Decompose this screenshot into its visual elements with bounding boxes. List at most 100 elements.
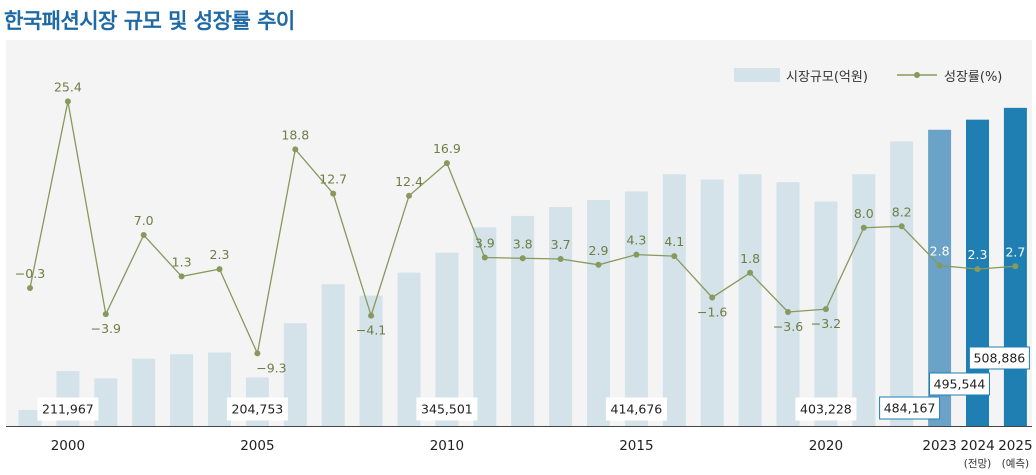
market-size-bar (18, 410, 42, 426)
growth-rate-label: 16.9 (433, 141, 461, 156)
market-size-bar (700, 179, 724, 426)
market-size-bar (359, 295, 383, 426)
market-size-bar (132, 358, 156, 426)
market-size-bar (94, 378, 118, 426)
legend-line-label: 성장률(%) (944, 69, 1003, 85)
bar-value-label-box (929, 372, 990, 396)
chart-title: 한국패션시장 규모 및 성장률 추이 (4, 9, 295, 33)
x-tick-sublabel: (전망) (964, 458, 992, 470)
growth-rate-point (254, 350, 261, 357)
growth-rate-label: 8.2 (892, 204, 912, 219)
growth-rate-point (633, 251, 640, 258)
growth-rate-label: −1.6 (697, 304, 727, 319)
growth-rate-label: 3.9 (475, 236, 495, 251)
growth-rate-label: −3.6 (773, 319, 803, 334)
growth-rate-label: 25.4 (54, 79, 82, 94)
legend-bar-label: 시장규모(억원) (786, 69, 868, 85)
growth-rate-label: 2.7 (1005, 244, 1025, 259)
bar-value-label-box (968, 346, 1030, 370)
growth-rate-point (27, 285, 33, 292)
bar-value-label: 484,167 (884, 401, 936, 416)
growth-rate-point (178, 273, 185, 280)
growth-rate-label: 18.8 (281, 127, 309, 142)
market-size-bar (283, 323, 307, 426)
growth-rate-point (898, 223, 905, 230)
x-tick-label: 2023 (922, 438, 956, 454)
growth-rate-point (64, 98, 71, 105)
bar-value-label-box (879, 396, 941, 420)
growth-rate-point (671, 253, 678, 260)
growth-rate-label: 1.3 (172, 254, 192, 269)
market-size-bar (587, 199, 610, 426)
growth-rate-point (974, 266, 981, 273)
growth-rate-point (936, 262, 943, 269)
x-tick-label: 2000 (51, 438, 85, 454)
growth-rate-point (368, 312, 375, 319)
growth-rate-label: 2.8 (930, 244, 950, 259)
market-size-bar (397, 272, 421, 426)
growth-rate-point (822, 306, 829, 313)
bar-value-label: 204,753 (232, 402, 284, 417)
growth-rate-label: 3.8 (513, 236, 533, 251)
market-size-bar (738, 174, 762, 426)
growth-rate-point (860, 224, 867, 231)
growth-rate-label: −3.9 (91, 321, 121, 336)
legend-bar-swatch (734, 68, 780, 82)
growth-rate-point (443, 160, 450, 167)
growth-rate-point (481, 254, 488, 261)
growth-rate-label: −4.1 (356, 323, 386, 338)
bar-value-label-box (605, 397, 667, 421)
growth-rate-label: −3.2 (811, 316, 841, 331)
growth-rate-label: 4.1 (664, 234, 684, 249)
market-size-bar (776, 182, 800, 426)
growth-rate-point (216, 266, 223, 273)
market-size-bar (890, 141, 914, 426)
growth-rate-label: 8.0 (854, 206, 874, 221)
bar-value-label-box (416, 397, 478, 421)
growth-rate-point (785, 309, 791, 315)
growth-rate-point (557, 255, 564, 262)
growth-rate-point (519, 255, 526, 262)
market-size-bar (473, 227, 497, 426)
market-size-bar (321, 284, 345, 426)
market-size-bar (170, 354, 194, 426)
bar-value-label-box (795, 397, 857, 421)
growth-rate-label: 1.8 (740, 251, 760, 266)
growth-rate-label: 3.7 (551, 237, 571, 252)
growth-rate-point (747, 269, 754, 276)
growth-rate-point (330, 190, 337, 197)
growth-rate-label: 2.3 (968, 247, 988, 262)
growth-rate-point (595, 261, 602, 268)
growth-rate-point (406, 192, 412, 199)
x-tick-label: 2010 (430, 438, 464, 454)
market-size-bar (511, 215, 535, 426)
market-size-bar (928, 129, 952, 426)
growth-rate-point (709, 294, 716, 301)
growth-rate-label: −0.3 (15, 266, 45, 281)
growth-rate-label: 2.9 (589, 243, 609, 258)
growth-rate-label: 4.3 (626, 233, 646, 248)
market-size-bar (624, 191, 648, 426)
bar-value-label: 211,967 (42, 402, 94, 417)
x-tick-label: 2015 (619, 438, 653, 454)
legend-market-size: 시장규모(억원) (734, 66, 868, 85)
market-size-bar (814, 201, 838, 426)
x-tick-label: 2024 (960, 438, 994, 454)
growth-rate-label: 7.0 (134, 213, 154, 228)
x-tick-label: 2020 (809, 438, 843, 454)
bar-value-label: 403,228 (800, 402, 852, 417)
growth-rate-point (292, 146, 299, 153)
growth-rate-label: 12.7 (319, 172, 347, 187)
growth-rate-label: −9.3 (256, 360, 286, 375)
growth-rate-label: 12.4 (395, 174, 423, 189)
growth-rate-label: 2.3 (210, 247, 230, 262)
legend-growth-rate: 성장률(%) (896, 66, 1003, 85)
bar-value-label-box (226, 397, 288, 421)
market-size-bar (208, 352, 231, 426)
growth-rate-point (102, 311, 109, 318)
bar-value-label: 495,544 (934, 377, 986, 392)
bar-value-label: 414,676 (611, 402, 663, 417)
market-size-bar (852, 174, 876, 426)
market-size-bar (662, 174, 686, 426)
